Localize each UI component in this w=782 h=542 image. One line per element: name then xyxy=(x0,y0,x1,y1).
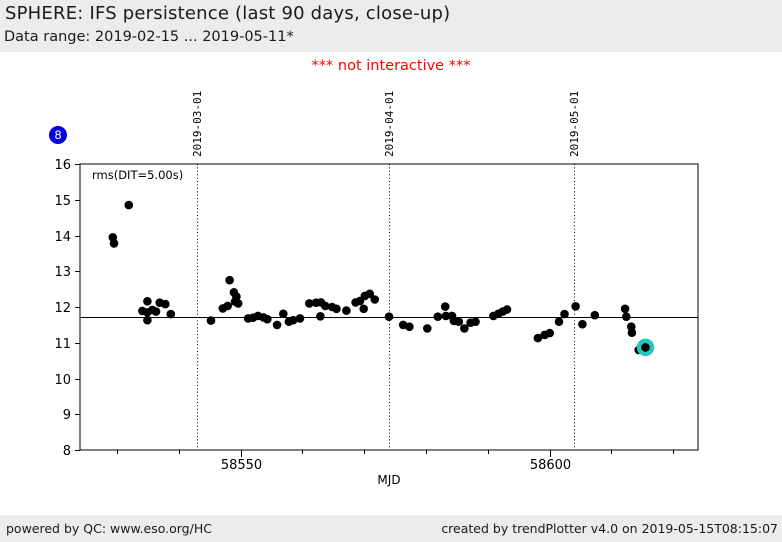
report-number-badge[interactable]: 8 xyxy=(49,126,67,144)
footer-powered-by: powered by QC: www.eso.org/HC xyxy=(6,521,212,536)
data-point xyxy=(433,312,443,321)
data-point xyxy=(471,317,480,326)
data-point xyxy=(206,316,216,325)
y-tick-label: 11 xyxy=(54,337,71,352)
data-point xyxy=(571,302,580,311)
data-point xyxy=(143,297,152,306)
y-axis-tick-labels: 8 9 10 11 12 13 14 15 16 xyxy=(54,158,71,459)
data-point xyxy=(578,319,587,329)
not-interactive-note: *** not interactive *** xyxy=(311,58,471,74)
data-point xyxy=(151,307,161,316)
chart-svg: 2019-03-01 2019-04-01 2019-05-01 8 9 10 11 12 13… xyxy=(54,91,699,487)
data-point xyxy=(620,304,630,314)
data-range-subtitle: Data range: 2019-02-15 ... 2019-05-11* xyxy=(4,29,294,45)
data-point xyxy=(342,306,351,315)
data-point xyxy=(332,304,341,314)
y-tick-label: 9 xyxy=(63,408,71,423)
date-gridline-label: 2019-04-01 xyxy=(383,91,396,157)
date-gridline-label: 2019-03-01 xyxy=(191,91,204,157)
page-title: SPHERE: IFS persistence (last 90 days, c… xyxy=(5,3,451,24)
data-point xyxy=(405,322,414,331)
data-point xyxy=(124,200,134,210)
data-point xyxy=(423,324,432,333)
data-point xyxy=(143,315,152,325)
data-point xyxy=(232,292,241,301)
date-gridlines xyxy=(197,164,575,450)
data-point xyxy=(370,295,380,304)
y-tick-label: 12 xyxy=(54,301,71,316)
data-point xyxy=(305,299,314,308)
data-point xyxy=(554,317,564,326)
data-point xyxy=(454,317,464,326)
data-point xyxy=(533,333,543,343)
date-gridline-label: 2019-05-01 xyxy=(568,91,581,157)
y-tick-label: 10 xyxy=(54,373,71,388)
axes xyxy=(75,163,699,457)
footer-bar: powered by QC: www.eso.org/HC created by… xyxy=(0,515,782,542)
data-point xyxy=(321,301,330,311)
data-point xyxy=(359,304,369,314)
y-tick-label: 8 xyxy=(63,444,71,459)
x-tick-label: 58600 xyxy=(530,458,571,473)
data-point xyxy=(272,320,282,330)
data-point xyxy=(223,301,232,311)
data-point xyxy=(384,312,394,321)
data-point xyxy=(295,314,305,323)
data-point xyxy=(109,239,119,248)
y-tick-label: 13 xyxy=(54,265,71,280)
y-tick-label: 16 xyxy=(54,158,71,173)
y-tick-label: 14 xyxy=(54,230,71,245)
data-point xyxy=(560,309,569,319)
data-point xyxy=(233,299,243,308)
x-tick-label: 58550 xyxy=(221,458,262,473)
x-axis-tick-labels: 58550 58600 xyxy=(221,458,571,473)
legend-label: rms(DIT=5.00s) xyxy=(92,168,183,182)
data-point xyxy=(263,314,272,324)
date-gridline-labels: 2019-03-01 2019-04-01 2019-05-01 xyxy=(191,91,581,157)
data-point xyxy=(316,312,325,321)
data-points xyxy=(108,200,643,355)
data-point xyxy=(502,305,512,314)
data-point xyxy=(545,328,554,338)
highlighted-data-point xyxy=(641,343,650,352)
data-point xyxy=(161,299,170,309)
x-axis-title: MJD xyxy=(377,473,400,487)
trend-chart: 2019-03-01 2019-04-01 2019-05-01 8 9 10 11 12 13… xyxy=(0,82,782,512)
footer-created-by: created by trendPlotter v4.0 on 2019-05-… xyxy=(441,521,778,536)
y-tick-label: 15 xyxy=(54,194,71,209)
header-bar: SPHERE: IFS persistence (last 90 days, c… xyxy=(0,0,782,52)
data-point xyxy=(365,289,375,299)
data-point xyxy=(440,302,450,311)
data-point xyxy=(627,328,637,337)
data-point xyxy=(225,275,234,285)
data-point xyxy=(166,309,176,319)
data-point xyxy=(441,311,451,321)
data-point xyxy=(622,312,631,321)
data-point xyxy=(279,309,288,319)
data-point xyxy=(460,324,469,333)
data-point xyxy=(590,310,600,320)
data-point xyxy=(288,315,298,325)
